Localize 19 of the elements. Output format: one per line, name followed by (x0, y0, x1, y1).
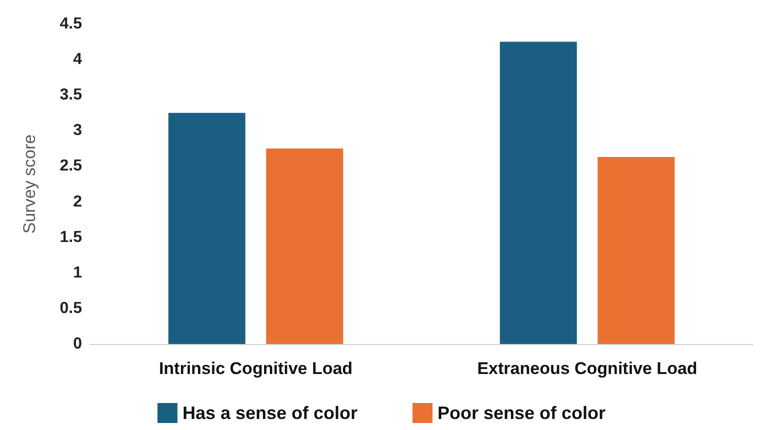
bar (598, 156, 675, 344)
y-tick-label: 2 (73, 193, 82, 210)
y-tick-label: 0 (73, 336, 82, 352)
y-tick-label: 4.5 (60, 16, 82, 32)
x-tick-label: Extraneous Cognitive Load (477, 359, 698, 378)
legend-label: Poor sense of color (438, 403, 606, 423)
y-tick-label: 2.5 (60, 158, 82, 175)
y-tick-label: 3.5 (60, 86, 82, 104)
y-tick-label: 1.5 (60, 228, 82, 246)
y-tick-label: 3 (73, 122, 82, 140)
x-tick-label: Intrinsic Cognitive Load (158, 359, 353, 378)
bar (266, 148, 344, 344)
y-tick-label: 0.5 (60, 300, 82, 317)
bar (500, 42, 577, 344)
bar (168, 112, 246, 344)
y-tick-label: 1 (73, 264, 82, 282)
legend-label: Has a sense of color (182, 403, 358, 423)
y-tick-label: 4 (73, 51, 82, 68)
y-axis-title: Survey score (20, 134, 39, 234)
